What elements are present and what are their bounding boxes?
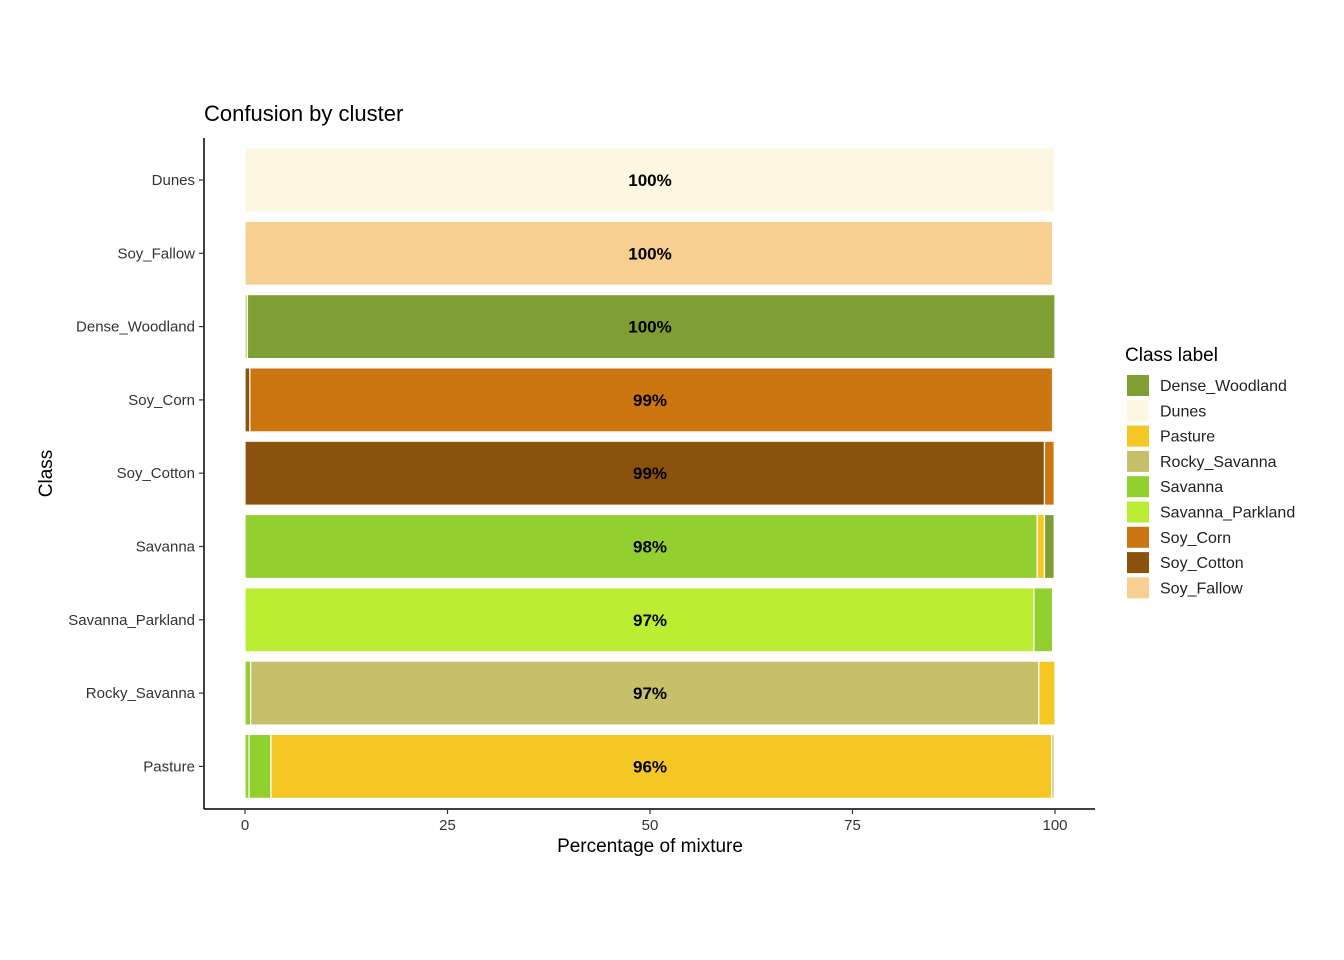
bar-segment-Pasture-Rocky_Savanna xyxy=(1051,733,1055,800)
legend-swatch-Soy_Fallow xyxy=(1127,577,1149,599)
legend-swatch-Savanna_Parkland xyxy=(1127,501,1149,523)
legend-swatch-Pasture xyxy=(1127,425,1149,447)
legend-items: Dense_Woodland Dunes Pasture Rocky_Savanna S… xyxy=(1127,375,1295,599)
y-tick-label: Savanna_Parkland xyxy=(68,612,195,629)
y-tick-label: Soy_Cotton xyxy=(117,465,195,482)
bar-segment-Soy_Corn-Soy_Corn xyxy=(249,367,1054,433)
bar-labels-group: 100% 100% 100% 99% 99% 98% 97% 97% 96% xyxy=(628,171,671,776)
bar-segment-Savanna-Savanna xyxy=(244,513,1038,580)
legend-swatch-Soy_Corn xyxy=(1127,526,1149,548)
bar-segment-Dunes-Dunes xyxy=(244,147,1055,213)
bar-segment-Pasture-Pasture xyxy=(270,733,1053,800)
x-tick-label: 25 xyxy=(439,817,456,834)
bar-segment-Soy_Cotton-Soy_Corn xyxy=(1043,440,1055,506)
bar-segment-Soy_Corn-Dunes xyxy=(1051,367,1055,433)
bar-segment-Pasture-Savanna xyxy=(244,733,250,800)
x-tick-label: 0 xyxy=(241,817,249,834)
legend-label: Soy_Cotton xyxy=(1160,555,1244,572)
legend-label: Savanna xyxy=(1160,479,1223,496)
bar-segment-Soy_Corn-Soy_Cotton xyxy=(244,367,251,433)
bar-segment-Savanna-Pasture xyxy=(1036,513,1046,580)
y-tick-label: Dunes xyxy=(152,172,195,189)
bar-value-label: 99% xyxy=(633,391,667,410)
bar-value-label: 97% xyxy=(633,684,667,703)
x-axis-title: Percentage of mixture xyxy=(557,836,743,857)
y-axis-ticks: Dunes Soy_Fallow Dense_Woodland Soy_Corn Soy… xyxy=(68,172,204,775)
legend-title: Class label xyxy=(1125,345,1218,366)
legend-swatch-Soy_Cotton xyxy=(1127,552,1149,574)
bar-segment-Pasture-Savanna xyxy=(248,733,272,800)
x-tick-label: 50 xyxy=(642,817,659,834)
legend-label: Dunes xyxy=(1160,403,1206,420)
y-tick-label: Pasture xyxy=(143,758,195,775)
legend-swatch-Dunes xyxy=(1127,400,1149,422)
bar-value-label: 99% xyxy=(633,464,667,483)
y-tick-label: Soy_Fallow xyxy=(117,245,195,262)
y-tick-label: Dense_Woodland xyxy=(76,319,195,336)
bar-segment-Soy_Fallow-Soy_Fallow xyxy=(244,220,1054,286)
bar-segment-Rocky_Savanna-Savanna xyxy=(244,660,252,726)
bar-value-label: 97% xyxy=(633,611,667,630)
bar-segment-Rocky_Savanna-Rocky_Savanna xyxy=(250,660,1040,726)
bar-value-label: 100% xyxy=(628,171,671,190)
legend-label: Soy_Corn xyxy=(1160,530,1231,547)
bar-segment-Savanna_Parkland-Savanna xyxy=(1033,587,1054,653)
bar-segment-Savanna-Dense_Woodland xyxy=(1043,513,1055,580)
y-tick-label: Savanna xyxy=(136,539,196,556)
legend: Class label Dense_Woodland Dunes Pasture Ro… xyxy=(1125,345,1295,599)
legend-swatch-Rocky_Savanna xyxy=(1127,450,1149,472)
y-axis-title: Class xyxy=(36,450,57,498)
x-tick-label: 75 xyxy=(844,817,861,834)
bar-value-label: 96% xyxy=(633,757,667,776)
legend-swatch-Dense_Woodland xyxy=(1127,375,1149,396)
bar-value-label: 100% xyxy=(628,318,671,337)
legend-label: Rocky_Savanna xyxy=(1160,454,1277,471)
bars-group xyxy=(244,147,1056,800)
bar-segment-Dense_Woodland-Dense_Woodland xyxy=(246,294,1056,360)
bar-segment-Rocky_Savanna-Pasture xyxy=(1038,660,1056,726)
x-axis-ticks: 0 25 50 75 100 xyxy=(241,809,1068,834)
y-tick-label: Soy_Corn xyxy=(128,392,195,409)
legend-label: Savanna_Parkland xyxy=(1160,505,1295,522)
bar-value-label: 100% xyxy=(628,244,671,263)
bar-segment-Savanna_Parkland-Savanna_Parkland xyxy=(244,587,1035,653)
x-tick-label: 100 xyxy=(1042,817,1067,834)
legend-swatch-Savanna xyxy=(1127,476,1149,498)
legend-label: Pasture xyxy=(1160,429,1215,446)
bar-segment-Soy_Cotton-Soy_Cotton xyxy=(244,440,1046,506)
y-tick-label: Rocky_Savanna xyxy=(86,685,196,702)
chart-title: Confusion by cluster xyxy=(204,101,403,126)
bar-value-label: 98% xyxy=(633,538,667,557)
legend-label: Dense_Woodland xyxy=(1160,378,1287,395)
legend-label: Soy_Fallow xyxy=(1160,580,1243,597)
